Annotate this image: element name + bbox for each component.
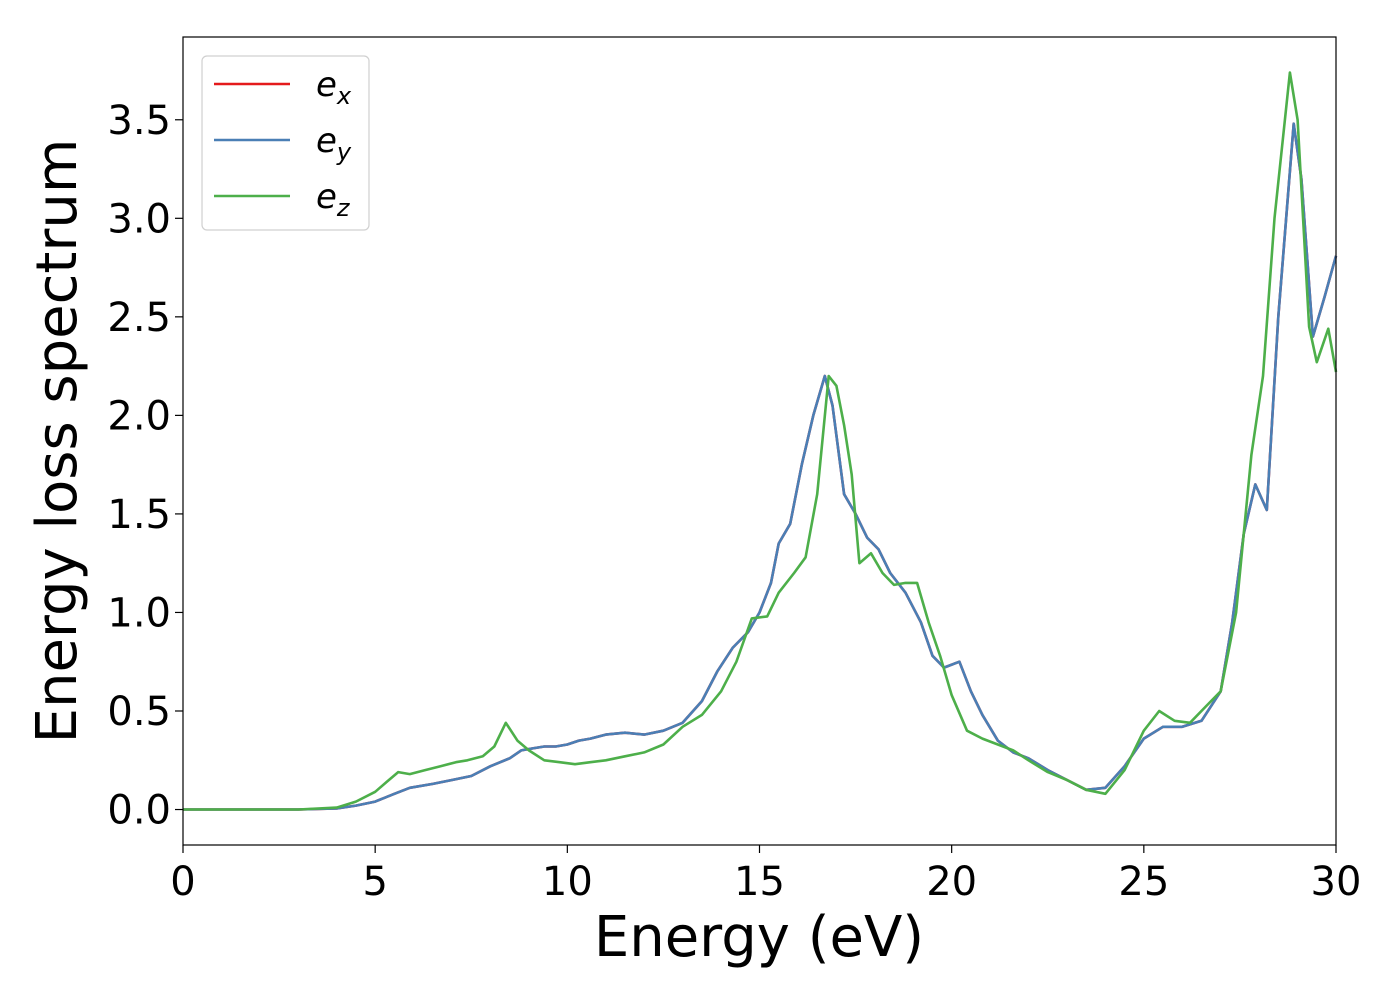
x-tick-label: 20 <box>926 859 977 905</box>
series-layer <box>183 71 1338 811</box>
y-tick-label: 3.0 <box>107 196 171 242</box>
x-tick-label: 25 <box>1118 859 1169 905</box>
y-tick-label: 2.0 <box>107 393 171 439</box>
legend-box <box>201 55 370 231</box>
y-tick-label: 0.0 <box>107 788 171 834</box>
x-tick-label: 10 <box>542 859 593 905</box>
y-tick-label: 1.5 <box>107 492 171 538</box>
legend-label-ex: ex <box>316 65 352 110</box>
y-tick-label: 0.5 <box>107 689 171 735</box>
legend: ex ey ez <box>201 55 370 231</box>
y-tick-label: 1.0 <box>107 590 171 636</box>
x-axis: 0 5 10 15 20 25 30 <box>170 845 1361 905</box>
y-tick-label: 2.5 <box>107 295 171 341</box>
y-axis: 0.0 0.5 1.0 1.5 2.0 2.5 3.0 3.5 <box>107 98 183 834</box>
x-tick-label: 30 <box>1311 859 1362 905</box>
series-line-ez <box>183 71 1338 811</box>
legend-label-ey: ey <box>316 121 352 166</box>
y-tick-label: 3.5 <box>107 98 171 144</box>
x-tick-label: 5 <box>362 859 387 905</box>
legend-label-ez: ez <box>316 177 351 222</box>
x-tick-label: 15 <box>734 859 785 905</box>
plot-background <box>183 37 1336 845</box>
legend-entries: ex ey ez <box>214 65 352 222</box>
x-tick-label: 0 <box>170 859 195 905</box>
y-axis-label: Energy loss spectrum <box>25 139 90 744</box>
series-line-ey <box>183 122 1338 811</box>
x-axis-label: Energy (eV) <box>594 905 924 970</box>
